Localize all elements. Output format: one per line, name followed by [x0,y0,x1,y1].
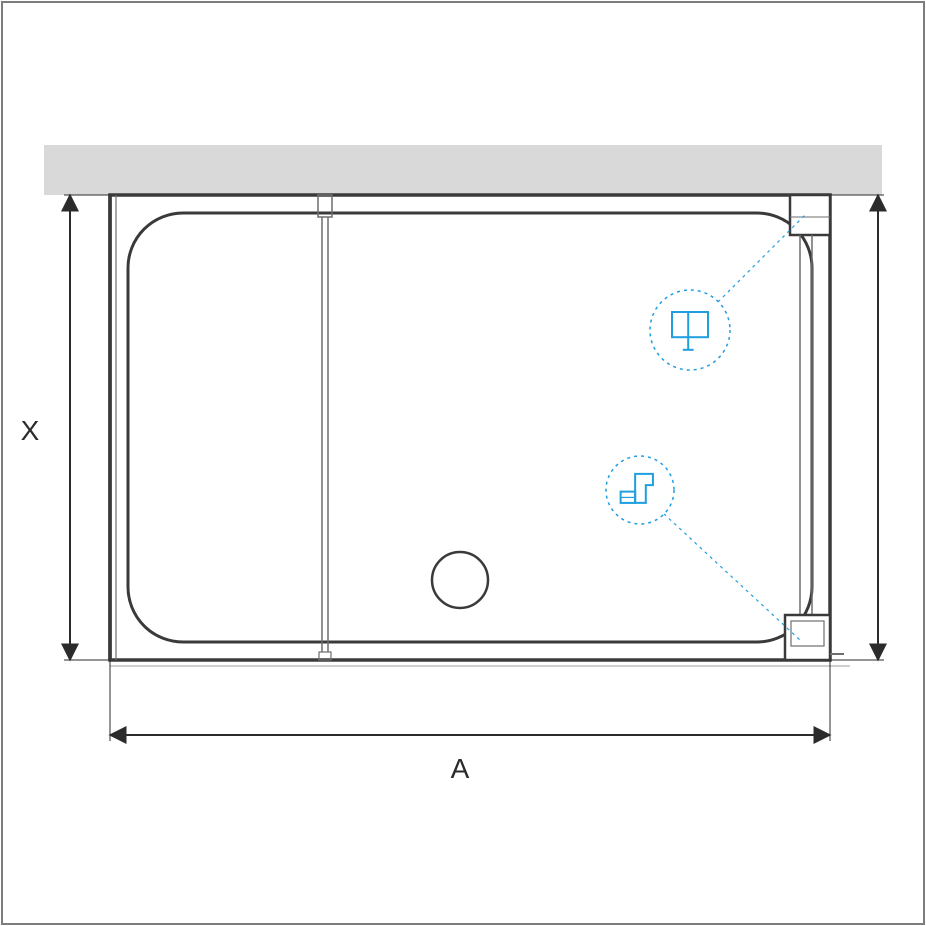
drain-circle [432,552,488,608]
callout-top-profile [650,215,805,370]
dimension-x [64,195,110,660]
dimension-x-label: X [21,415,40,446]
dimension-right [830,195,884,660]
left-post [110,195,116,660]
wall-section [44,145,882,195]
divider-panel [318,195,332,660]
image-frame [2,2,924,924]
tray-outer [110,195,830,660]
dimension-a-label: A [451,753,470,784]
dimension-a [110,660,830,741]
technical-drawing: X A [0,0,926,926]
callout-bottom-fitting [606,456,800,640]
right-panel [785,195,844,660]
tray-inner [128,213,812,642]
